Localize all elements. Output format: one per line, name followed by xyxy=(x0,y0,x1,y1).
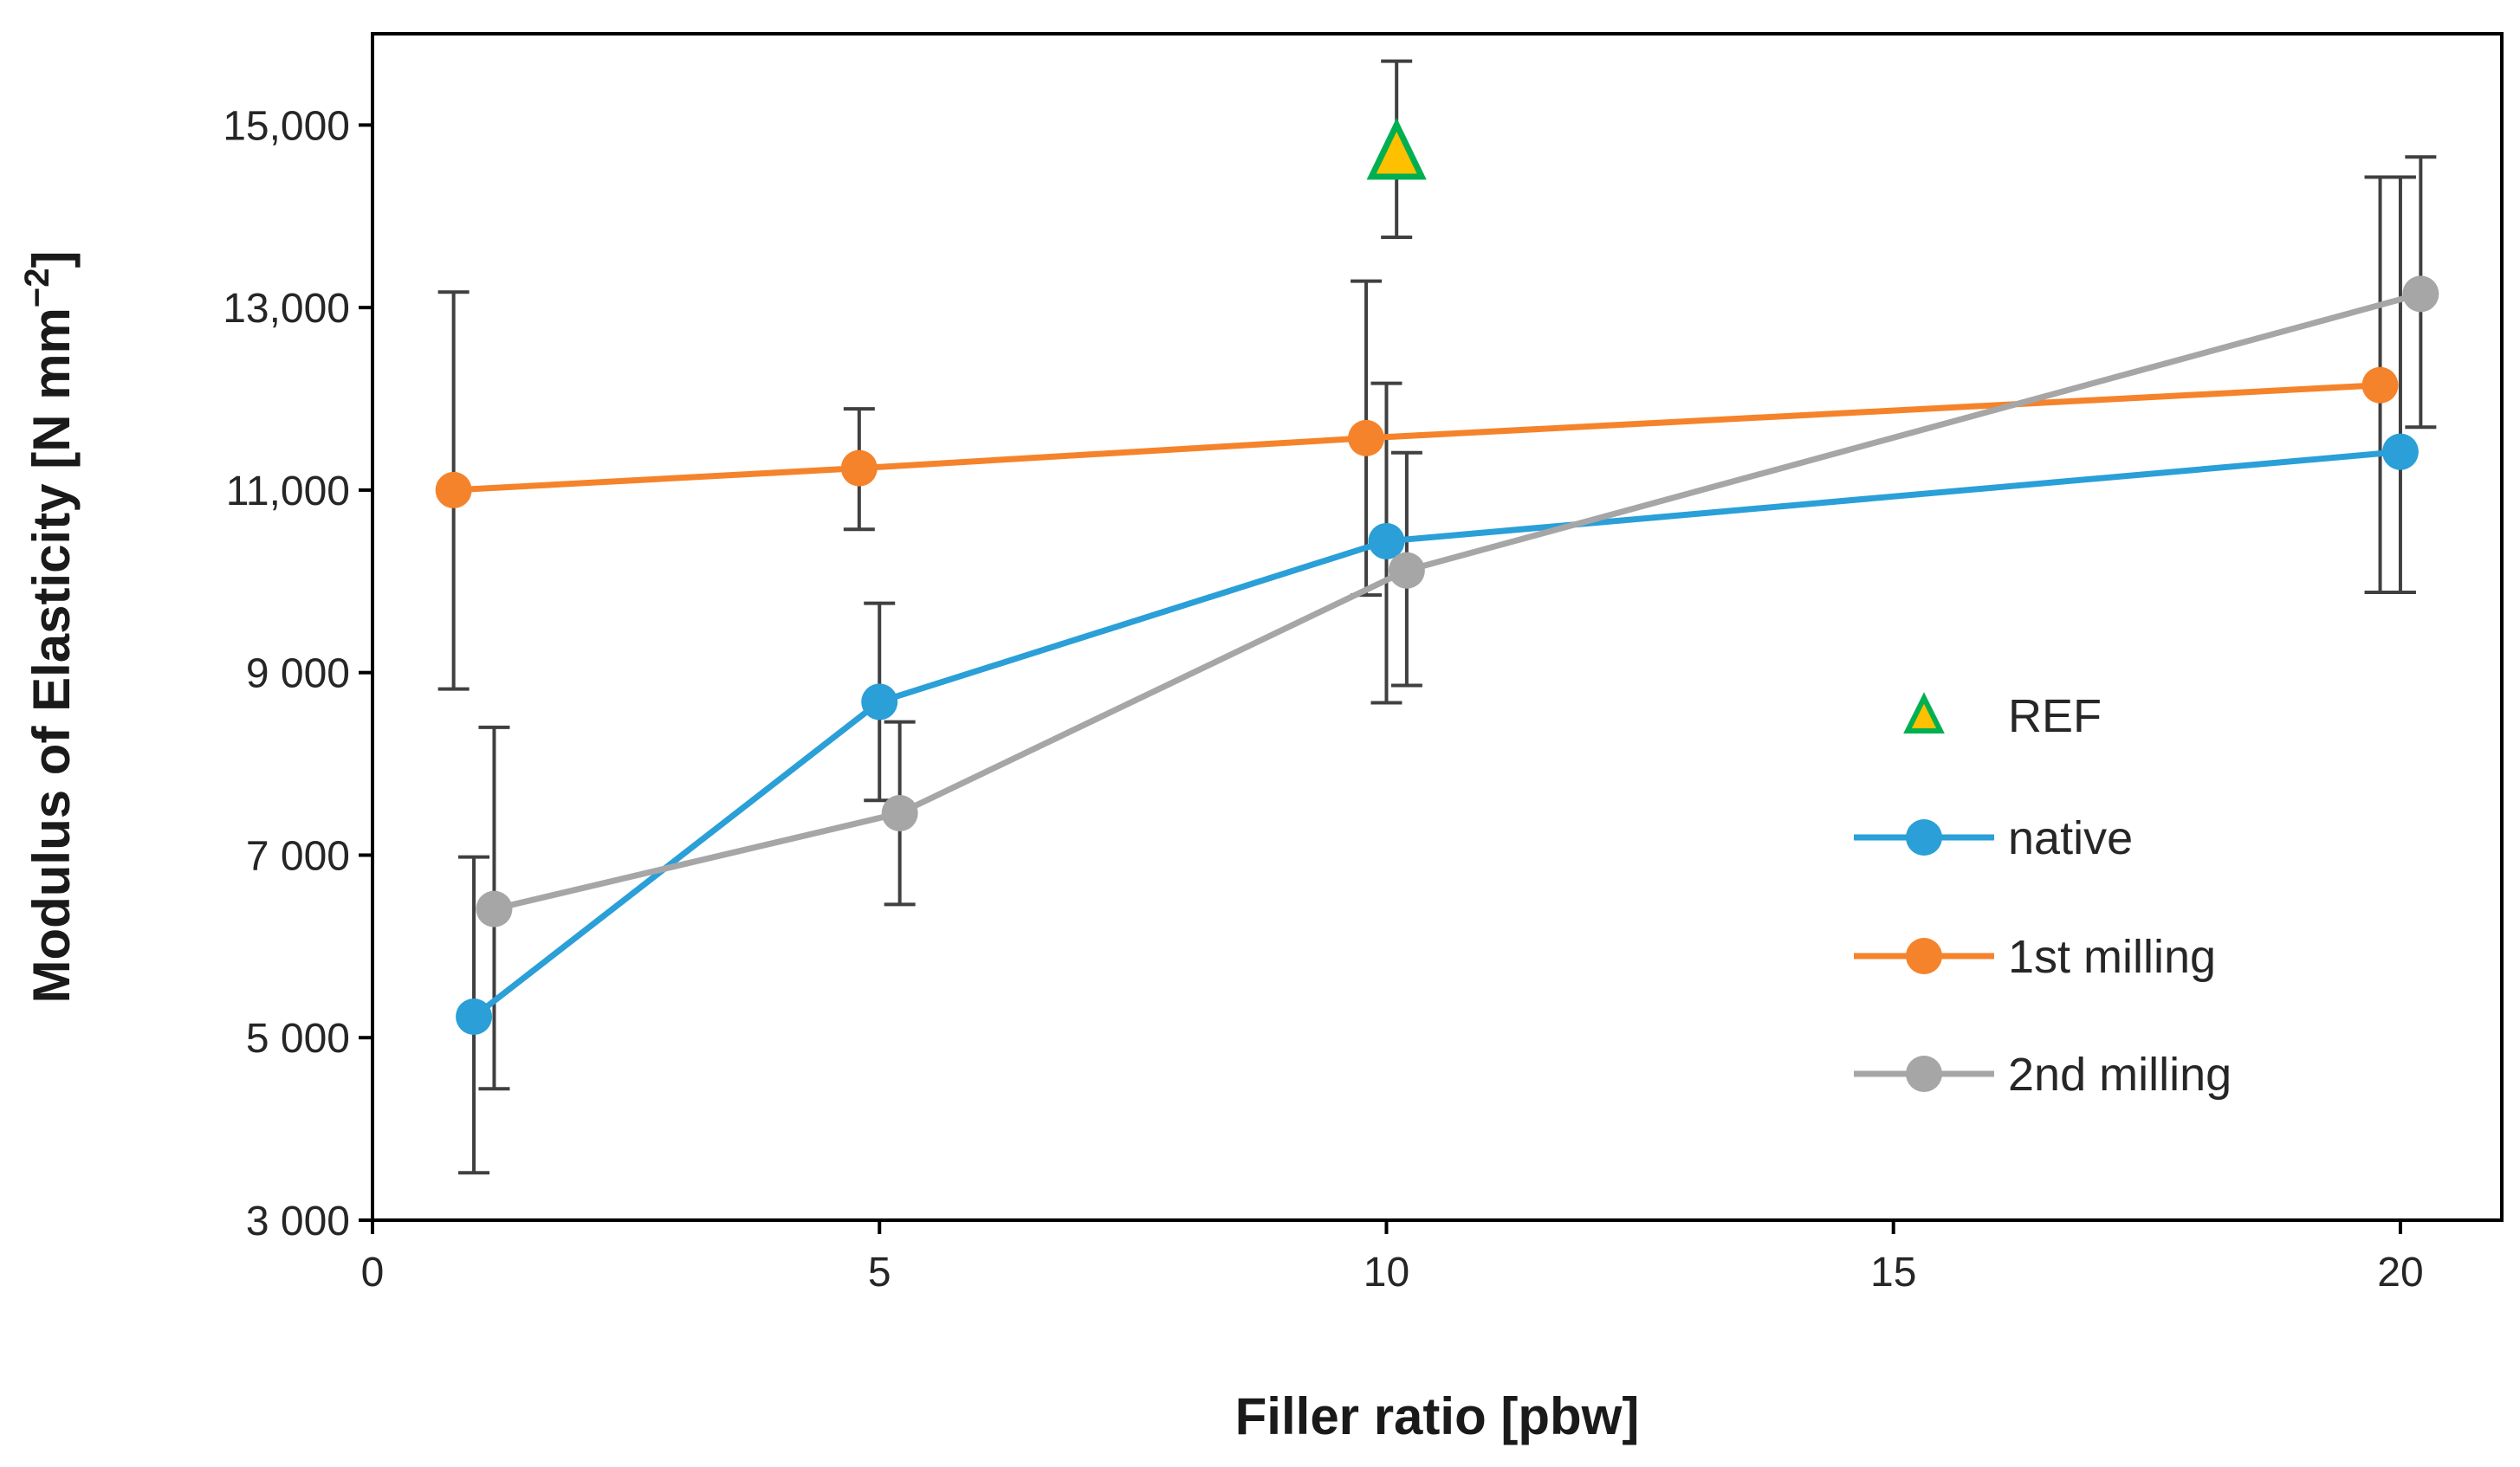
x-tick-label: 5 xyxy=(868,1250,891,1296)
data-point xyxy=(2402,275,2439,313)
data-point-triangle xyxy=(1366,117,1427,180)
y-tick-label: 15,000 xyxy=(223,103,350,149)
x-axis-title: Filler ratio [pbw] xyxy=(1235,1387,1640,1445)
legend-label: 1st milling xyxy=(2008,931,2216,983)
x-tick-label: 20 xyxy=(2377,1250,2423,1296)
x-tick-label: 10 xyxy=(1364,1250,1409,1296)
legend-marker-triangle xyxy=(1903,692,1945,734)
data-point xyxy=(1348,419,1385,456)
y-tick-label: 3 000 xyxy=(246,1199,350,1244)
legend-item-REF: REF xyxy=(1903,690,2102,742)
legend-item-1st-milling: 1st milling xyxy=(1854,931,2216,983)
markers-native xyxy=(456,433,2419,1035)
plot-area xyxy=(371,32,2504,1222)
y-axis-title-main: Modulus of Elasticity [N mm xyxy=(23,307,81,1003)
legend-label: native xyxy=(2008,812,2133,864)
legend-item-2nd-milling: 2nd milling xyxy=(1854,1049,2232,1101)
data-point xyxy=(2361,366,2399,404)
data-point xyxy=(881,794,918,831)
markers-1st-milling xyxy=(435,366,2399,508)
legend-marker xyxy=(1906,819,1942,856)
markers-REF xyxy=(1366,117,1427,180)
y-axis-title-end: ] xyxy=(23,250,81,268)
y-tick-label: 9 000 xyxy=(246,651,350,697)
data-point xyxy=(456,998,493,1035)
data-point xyxy=(1368,522,1405,559)
data-point xyxy=(1388,552,1425,589)
legend-marker xyxy=(1906,1056,1942,1092)
x-tick-label: 15 xyxy=(1870,1250,1916,1296)
markers-2nd-milling xyxy=(476,275,2439,927)
legend-label: 2nd milling xyxy=(2008,1049,2232,1101)
legend-marker xyxy=(1906,938,1942,974)
y-axis-title-exponent: −2 xyxy=(18,268,56,307)
y-tick-label: 5 000 xyxy=(246,1016,350,1062)
legend-item-native: native xyxy=(1854,812,2133,864)
y-axis-title: Modulus of Elasticity [N mm−2] xyxy=(18,250,81,1003)
y-tick-label: 13,000 xyxy=(223,286,350,332)
legend-label: REF xyxy=(2008,690,2102,742)
x-tick-label: 0 xyxy=(361,1250,385,1296)
series-line-2nd-milling xyxy=(493,290,2422,913)
data-point xyxy=(2381,433,2419,470)
series-line-1st-milling xyxy=(453,382,2381,494)
data-point xyxy=(435,471,472,508)
data-point xyxy=(861,683,898,721)
data-point xyxy=(476,890,513,927)
series-line-native xyxy=(471,449,2401,1019)
data-point xyxy=(840,449,878,487)
y-tick-label: 7 000 xyxy=(246,833,350,879)
y-tick-label: 11,000 xyxy=(226,469,350,514)
